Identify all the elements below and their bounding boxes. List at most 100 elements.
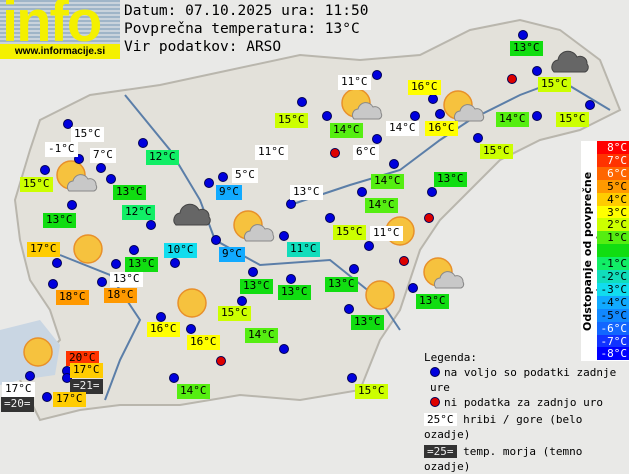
station-dot-available[interactable]	[74, 154, 84, 164]
station-dot-available[interactable]	[63, 119, 73, 129]
station-temperature-label: 15°C	[71, 127, 104, 142]
sea-temperature-label: =20=	[1, 397, 34, 412]
station-dot-available[interactable]	[170, 258, 180, 268]
station-temperature-label: 15°C	[275, 113, 308, 128]
station-dot-missing[interactable]	[424, 213, 434, 223]
date-line: Datum: 07.10.2025 ura: 11:50	[124, 3, 369, 19]
station-dot-available[interactable]	[349, 264, 359, 274]
station-dot-available[interactable]	[42, 392, 52, 402]
scale-row: -7°C	[597, 334, 629, 348]
scale-row: 7°C	[597, 153, 629, 167]
station-temperature-label: 10°C	[164, 243, 197, 258]
station-dot-available[interactable]	[297, 97, 307, 107]
station-dot-available[interactable]	[25, 371, 35, 381]
sun-icon	[177, 288, 207, 318]
station-temperature-label: 11°C	[287, 242, 320, 257]
station-temperature-label: 18°C	[56, 290, 89, 305]
station-temperature-label: 15°C	[218, 306, 251, 321]
station-temperature-label: 13°C	[416, 294, 449, 309]
station-temperature-label: 15°C	[538, 77, 571, 92]
station-temperature-label: 17°C	[27, 242, 60, 257]
station-temperature-label: 15°C	[480, 144, 513, 159]
average-temperature-line: Povprečna temperatura: 13°C	[124, 21, 360, 37]
station-temperature-label: 15°C	[333, 225, 366, 240]
station-dot-available[interactable]	[532, 66, 542, 76]
station-temperature-label: 15°C	[20, 177, 53, 192]
scale-row: 3°C	[597, 205, 629, 219]
station-dot-missing[interactable]	[399, 256, 409, 266]
station-dot-available[interactable]	[347, 373, 357, 383]
station-dot-available[interactable]	[389, 159, 399, 169]
source-line: Vir podatkov: ARSO	[124, 39, 282, 55]
scale-row: 2°C	[597, 218, 629, 232]
station-dot-available[interactable]	[532, 111, 542, 121]
legend-blue: na voljo so podatki zadnje ure	[430, 366, 617, 394]
station-dot-available[interactable]	[169, 373, 179, 383]
station-dot-available[interactable]	[279, 344, 289, 354]
scale-row: -2°C	[597, 270, 629, 283]
station-dot-available[interactable]	[344, 304, 354, 314]
partly-cloudy-icon	[443, 90, 485, 122]
station-dot-available[interactable]	[248, 267, 258, 277]
station-dot-available[interactable]	[156, 312, 166, 322]
station-dot-available[interactable]	[97, 277, 107, 287]
station-dot-available[interactable]	[204, 178, 214, 188]
station-temperature-label: 14°C	[386, 121, 419, 136]
station-dot-available[interactable]	[410, 111, 420, 121]
station-temperature-label: 18°C	[104, 288, 137, 303]
station-dot-available[interactable]	[129, 245, 139, 255]
station-dot-available[interactable]	[427, 187, 437, 197]
station-dot-available[interactable]	[372, 134, 382, 144]
station-dot-available[interactable]	[357, 187, 367, 197]
logo-url[interactable]: www.informacije.si	[0, 44, 120, 59]
station-temperature-label: 17°C	[53, 392, 86, 407]
station-dot-available[interactable]	[322, 111, 332, 121]
station-dot-available[interactable]	[111, 259, 121, 269]
station-dot-missing[interactable]	[507, 74, 517, 84]
station-temperature-label: 13°C	[113, 185, 146, 200]
station-temperature-label: 13°C	[240, 279, 273, 294]
station-dot-available[interactable]	[428, 94, 438, 104]
station-dot-available[interactable]	[372, 70, 382, 80]
legend-sea-sample: =25=	[424, 445, 457, 458]
station-dot-available[interactable]	[106, 174, 116, 184]
station-dot-available[interactable]	[186, 324, 196, 334]
station-dot-available[interactable]	[146, 220, 156, 230]
station-dot-missing[interactable]	[216, 356, 226, 366]
station-dot-available[interactable]	[67, 200, 77, 210]
station-dot-available[interactable]	[96, 163, 106, 173]
station-dot-available[interactable]	[279, 231, 289, 241]
station-dot-available[interactable]	[435, 109, 445, 119]
station-dot-available[interactable]	[408, 283, 418, 293]
station-temperature-label: 16°C	[147, 322, 180, 337]
station-dot-available[interactable]	[40, 165, 50, 175]
station-dot-available[interactable]	[48, 279, 58, 289]
station-temperature-label: 14°C	[245, 328, 278, 343]
station-temperature-label: 13°C	[325, 277, 358, 292]
station-dot-available[interactable]	[473, 133, 483, 143]
station-dot-available[interactable]	[518, 30, 528, 40]
station-dot-available[interactable]	[286, 274, 296, 284]
station-temperature-label: 16°C	[408, 80, 441, 95]
station-temperature-label: 16°C	[425, 121, 458, 136]
station-dot-missing[interactable]	[330, 148, 340, 158]
station-dot-available[interactable]	[585, 100, 595, 110]
station-dot-available[interactable]	[364, 241, 374, 251]
station-dot-available[interactable]	[237, 296, 247, 306]
station-dot-available[interactable]	[218, 172, 228, 182]
station-temperature-label: 13°C	[510, 41, 543, 56]
station-dot-available[interactable]	[138, 138, 148, 148]
station-dot-available[interactable]	[325, 213, 335, 223]
station-dot-available[interactable]	[286, 199, 296, 209]
partly-cloudy-icon	[423, 257, 465, 289]
station-temperature-label: 17°C	[70, 363, 103, 378]
station-dot-available[interactable]	[211, 235, 221, 245]
station-dot-available[interactable]	[62, 373, 72, 383]
station-dot-available[interactable]	[52, 258, 62, 268]
legend: Legenda: na voljo so podatki zadnje ure …	[424, 350, 629, 474]
logo[interactable]: info www.informacije.si	[0, 0, 120, 59]
scale-row: 4°C	[597, 192, 629, 206]
scale-row: -4°C	[597, 295, 629, 309]
station-temperature-label: 5°C	[232, 168, 258, 183]
station-temperature-label: 7°C	[90, 148, 116, 163]
